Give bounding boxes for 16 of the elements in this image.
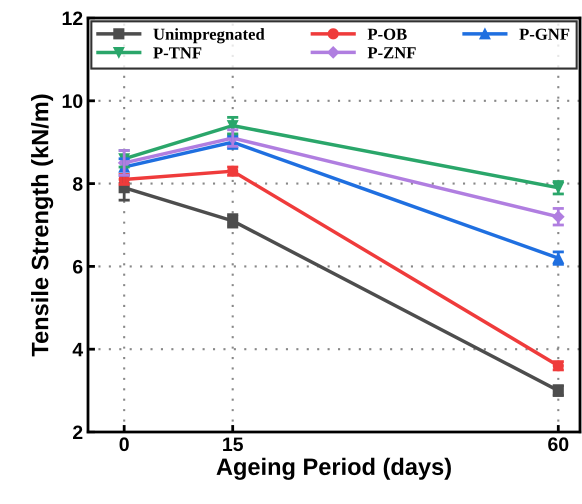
- legend-label: P-TNF: [153, 47, 202, 58]
- legend-label: P-OB: [368, 28, 407, 40]
- y-tick-label: 2: [73, 425, 82, 440]
- x-tick-label: 15: [223, 438, 243, 452]
- legend-label: P-GNF: [519, 28, 570, 40]
- y-tick-label: 4: [72, 342, 84, 356]
- y-axis-title: Tensile Strength (kN/m): [31, 94, 54, 356]
- x-tick-label: 0: [120, 437, 129, 452]
- y-tick-label: 12: [62, 11, 82, 26]
- legend-label: P-ZNF: [368, 47, 416, 58]
- legend-label: Unimpregnated: [153, 28, 265, 44]
- x-tick-label: 60: [548, 437, 568, 452]
- x-axis-title: Ageing Period (days): [216, 458, 451, 480]
- y-tick-label: 6: [73, 260, 82, 274]
- y-tick-label: 10: [62, 94, 82, 108]
- y-tick-label: 8: [72, 177, 83, 191]
